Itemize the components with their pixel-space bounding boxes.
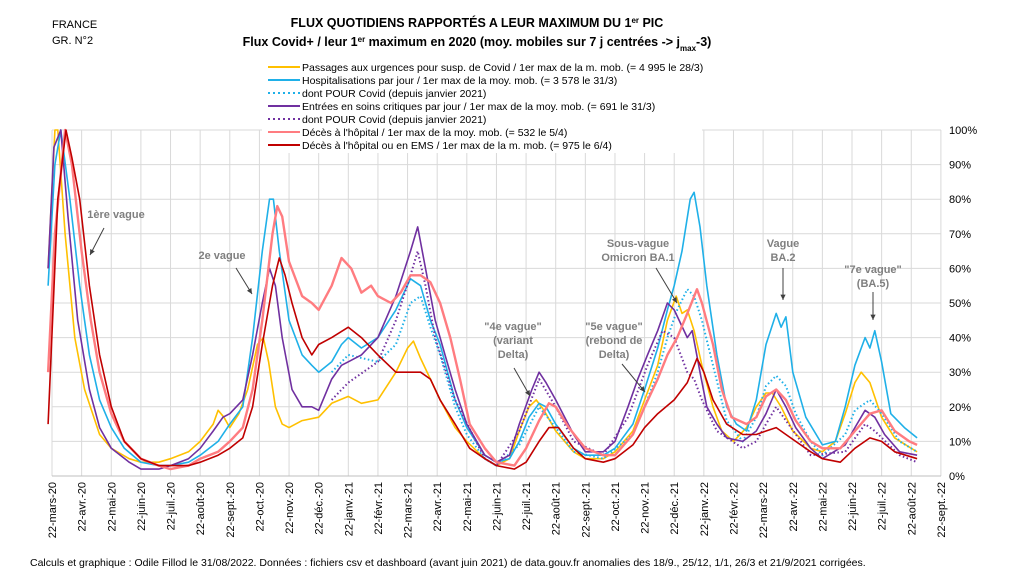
series-line-3 — [47, 129, 918, 470]
x-tick-label: 22-juil.-22 — [877, 482, 889, 530]
annotation-text: 2e vague — [198, 250, 245, 262]
grid — [51, 129, 942, 477]
arrowhead-icon — [870, 314, 876, 320]
annotation-text: "5e vague" — [585, 321, 643, 333]
y-tick-label: 0% — [949, 471, 965, 483]
legend-label: Décès à l'hôpital / 1er max de la moy. m… — [302, 127, 567, 139]
series-line-4 — [330, 250, 918, 467]
x-tick-label: 22-janv.-21 — [343, 482, 355, 536]
x-tick-label: 22-août-21 — [551, 482, 563, 535]
x-axis: 22-mars-20 22-avr.-20 22-mai-20 22-juin-20 2… — [47, 482, 948, 538]
y-tick-label: 90% — [949, 160, 971, 172]
annotation-text: Delta) — [498, 349, 529, 361]
x-tick-label: 22-mai-22 — [817, 482, 829, 532]
y-tick-label: 10% — [949, 436, 971, 448]
y-tick-label: 40% — [949, 333, 971, 345]
y-tick-label: 60% — [949, 263, 971, 275]
x-tick-label: 22-sept.-21 — [580, 482, 592, 538]
x-tick-label: 22-avr.-22 — [788, 482, 800, 532]
x-tick-label: 22-mars-22 — [758, 482, 770, 538]
chart-title: FLUX QUOTIDIENS RAPPORTÉS A LEUR MAXIMUM… — [291, 15, 664, 30]
x-tick-label: 22-déc.-21 — [669, 482, 681, 535]
x-tick-label: 22-mars-20 — [47, 482, 59, 538]
annotation-text: (rebond de — [586, 335, 643, 347]
annotation-text: (BA.5) — [857, 278, 890, 290]
annotation-text: Delta) — [599, 349, 630, 361]
x-tick-label: 22-août-20 — [195, 482, 207, 535]
x-tick-label: 22-juil.-20 — [166, 482, 178, 530]
series-line-1 — [47, 129, 918, 467]
arrowhead-icon — [671, 297, 677, 303]
arrowhead-icon — [639, 386, 645, 392]
chart-subtitle: Flux Covid+ / leur 1er maximum en 2020 (… — [243, 35, 712, 53]
legend-label: dont POUR Covid (depuis janvier 2021) — [302, 114, 486, 126]
y-axis: 0% 10% 20% 30% 40% 50% 60% 70% 80% 90% 100% — [949, 125, 977, 483]
y-tick-label: 70% — [949, 229, 971, 241]
y-tick-label: 100% — [949, 125, 977, 137]
x-tick-label: 22-mai-21 — [462, 482, 474, 532]
annotations: 1ère vague 2e vague "4e vague" (variant Delt… — [87, 209, 902, 397]
series-lines — [46, 128, 918, 471]
x-tick-label: 22-juin-20 — [136, 482, 148, 531]
x-tick-label: 22-févr.-22 — [728, 482, 740, 535]
country-label: FRANCE — [52, 19, 97, 31]
x-tick-label: 22-juin-22 — [847, 482, 859, 531]
y-tick-label: 80% — [949, 194, 971, 206]
annotation-text: Omicron BA.1 — [601, 252, 674, 264]
legend-box — [262, 59, 702, 153]
annotation-text: 1ère vague — [87, 209, 144, 221]
legend: Passages aux urgences pour susp. de Covi… — [262, 59, 703, 153]
x-tick-label: 22-août-22 — [906, 482, 918, 535]
annotation-arrow — [621, 363, 646, 393]
annotation-text: "4e vague" — [484, 321, 542, 333]
x-tick-label: 22-mars-21 — [403, 482, 415, 538]
annotation-text: "7e vague" — [844, 264, 902, 276]
series-line-2 — [330, 288, 918, 467]
x-tick-label: 22-nov.-21 — [640, 482, 652, 534]
footer-credits: Calculs et graphique : Odile Fillod le 3… — [30, 557, 866, 569]
annotation-text: Sous-vague — [607, 238, 669, 250]
legend-label: Passages aux urgences pour susp. de Covi… — [302, 62, 703, 74]
arrowhead-icon — [246, 288, 252, 294]
x-tick-label: 22-janv.-22 — [699, 482, 711, 536]
x-tick-label: 22-déc.-20 — [314, 482, 326, 535]
series-line-6 — [47, 129, 918, 470]
x-tick-label: 22-sept.-22 — [936, 482, 948, 538]
annotation-text: Vague — [767, 238, 799, 250]
series-line-5 — [46, 128, 918, 471]
y-tick-label: 30% — [949, 367, 971, 379]
y-tick-label: 20% — [949, 402, 971, 414]
series-line-0 — [47, 129, 918, 467]
x-tick-label: 22-oct.-21 — [610, 482, 622, 532]
legend-label: Hospitalisations par jour / 1er max de l… — [302, 75, 617, 87]
x-tick-label: 22-oct.-20 — [254, 482, 266, 532]
annotation-text: BA.2 — [770, 252, 795, 264]
x-tick-label: 22-sept.-20 — [225, 482, 237, 538]
annotation-arrow — [655, 267, 678, 304]
arrowhead-icon — [525, 390, 530, 396]
annotation-text: (variant — [493, 335, 533, 347]
x-tick-label: 22-juil.-21 — [521, 482, 533, 530]
y-tick-label: 50% — [949, 298, 971, 310]
x-tick-label: 22-févr.-21 — [373, 482, 385, 535]
arrowhead-icon — [90, 249, 95, 255]
x-tick-label: 22-avr.-20 — [77, 482, 89, 532]
legend-label: Entrées en soins critiques par jour / 1e… — [302, 101, 655, 113]
x-tick-label: 22-nov.-20 — [284, 482, 296, 534]
x-tick-label: 22-avr.-21 — [432, 482, 444, 532]
graph-number: GR. N°2 — [52, 35, 93, 47]
legend-label: dont POUR Covid (depuis janvier 2021) — [302, 88, 486, 100]
arrowhead-icon — [780, 294, 786, 300]
legend-label: Décès à l'hôpital ou en EMS / 1er max de… — [302, 140, 612, 152]
x-tick-label: 22-juin-21 — [491, 482, 503, 531]
x-tick-label: 22-mai-20 — [106, 482, 118, 532]
